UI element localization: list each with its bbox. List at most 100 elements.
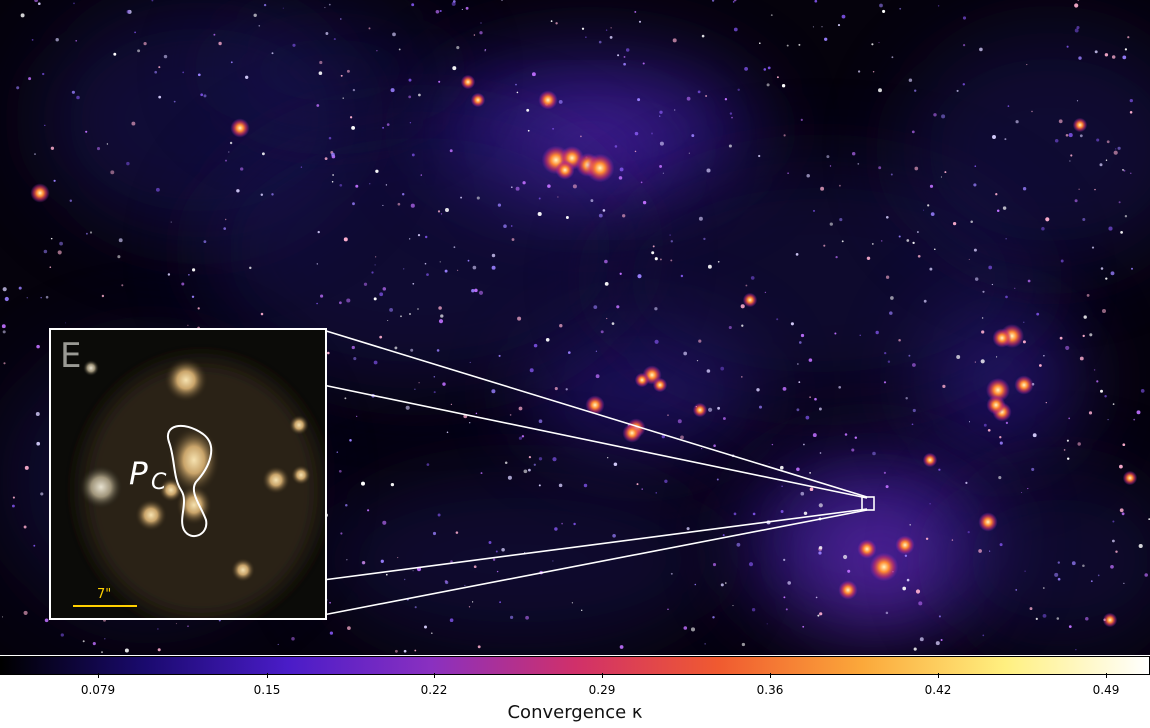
star	[101, 651, 103, 653]
star	[439, 261, 441, 263]
star	[1115, 148, 1117, 150]
star	[44, 618, 49, 623]
star	[394, 346, 398, 350]
star	[1042, 614, 1047, 618]
star	[464, 584, 466, 586]
star	[110, 170, 115, 175]
star	[468, 421, 471, 424]
star	[703, 237, 706, 241]
star	[218, 41, 222, 46]
bright-peak	[538, 90, 558, 110]
star	[349, 439, 352, 442]
star	[1056, 617, 1060, 620]
star	[705, 95, 708, 97]
star	[1094, 188, 1096, 191]
star	[1104, 395, 1107, 398]
star	[987, 428, 991, 432]
star	[452, 66, 457, 71]
star	[809, 487, 814, 492]
star	[2, 287, 7, 292]
star	[585, 36, 587, 38]
star	[409, 122, 412, 124]
star	[758, 405, 763, 409]
inset-image	[79, 358, 321, 618]
star	[385, 184, 388, 186]
star	[634, 150, 637, 153]
star	[1122, 55, 1127, 60]
star	[333, 38, 336, 41]
star	[382, 204, 384, 206]
star	[1138, 543, 1143, 549]
star	[1068, 133, 1073, 138]
star	[937, 5, 940, 7]
star	[188, 274, 190, 276]
star	[595, 374, 600, 379]
star	[913, 647, 917, 651]
bright-peak	[652, 377, 668, 393]
star	[435, 10, 440, 14]
star	[352, 88, 356, 92]
star	[683, 626, 688, 630]
star	[432, 531, 437, 536]
star	[768, 462, 770, 465]
star	[552, 457, 557, 462]
star	[1097, 574, 1100, 577]
star	[595, 350, 598, 352]
star	[558, 99, 563, 104]
star	[411, 3, 415, 7]
star	[680, 274, 684, 278]
star	[292, 43, 296, 47]
star	[634, 131, 639, 136]
star	[437, 210, 441, 213]
star	[521, 435, 525, 438]
star	[1065, 345, 1070, 350]
star	[1002, 206, 1007, 210]
star	[581, 609, 583, 611]
star	[978, 549, 982, 553]
star	[225, 218, 227, 221]
star	[686, 96, 691, 101]
star	[783, 134, 786, 137]
star	[737, 88, 740, 92]
star	[1082, 334, 1085, 338]
star	[974, 165, 977, 167]
star	[420, 174, 423, 176]
star	[604, 282, 609, 286]
star	[1042, 587, 1045, 589]
star	[228, 151, 230, 153]
star	[504, 461, 508, 465]
galaxy	[291, 465, 311, 485]
star	[623, 55, 626, 58]
star	[461, 8, 463, 10]
star	[875, 330, 879, 335]
star	[839, 218, 843, 222]
star	[151, 0, 154, 2]
zoom-box	[861, 496, 875, 511]
star	[919, 637, 924, 642]
star	[642, 62, 645, 65]
star	[181, 282, 185, 286]
star	[329, 601, 331, 604]
star	[203, 240, 207, 244]
star	[1082, 564, 1085, 568]
star	[213, 33, 216, 36]
star	[704, 643, 706, 645]
star	[854, 436, 858, 439]
star	[818, 545, 823, 550]
star	[934, 248, 936, 250]
star	[261, 152, 265, 156]
star	[351, 345, 355, 350]
star	[933, 113, 937, 117]
star	[748, 562, 754, 567]
zoom-line	[322, 329, 868, 498]
star	[510, 225, 513, 227]
star	[471, 601, 474, 603]
star	[641, 488, 643, 490]
star	[282, 7, 284, 9]
star	[838, 184, 841, 187]
star	[1113, 150, 1118, 155]
star	[583, 483, 588, 488]
star	[368, 27, 371, 30]
star	[729, 112, 733, 115]
star	[1089, 333, 1093, 337]
